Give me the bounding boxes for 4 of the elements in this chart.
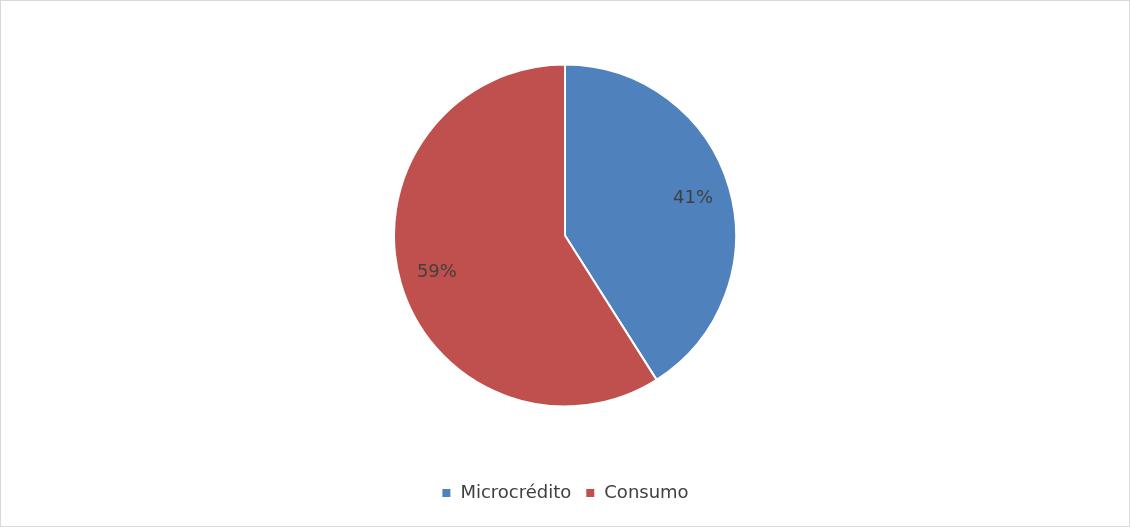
legend-label: Microcrédito <box>460 480 572 502</box>
legend-label: Consumo <box>604 480 689 502</box>
data-label: 59% <box>416 260 457 282</box>
data-label: 41% <box>673 185 714 207</box>
